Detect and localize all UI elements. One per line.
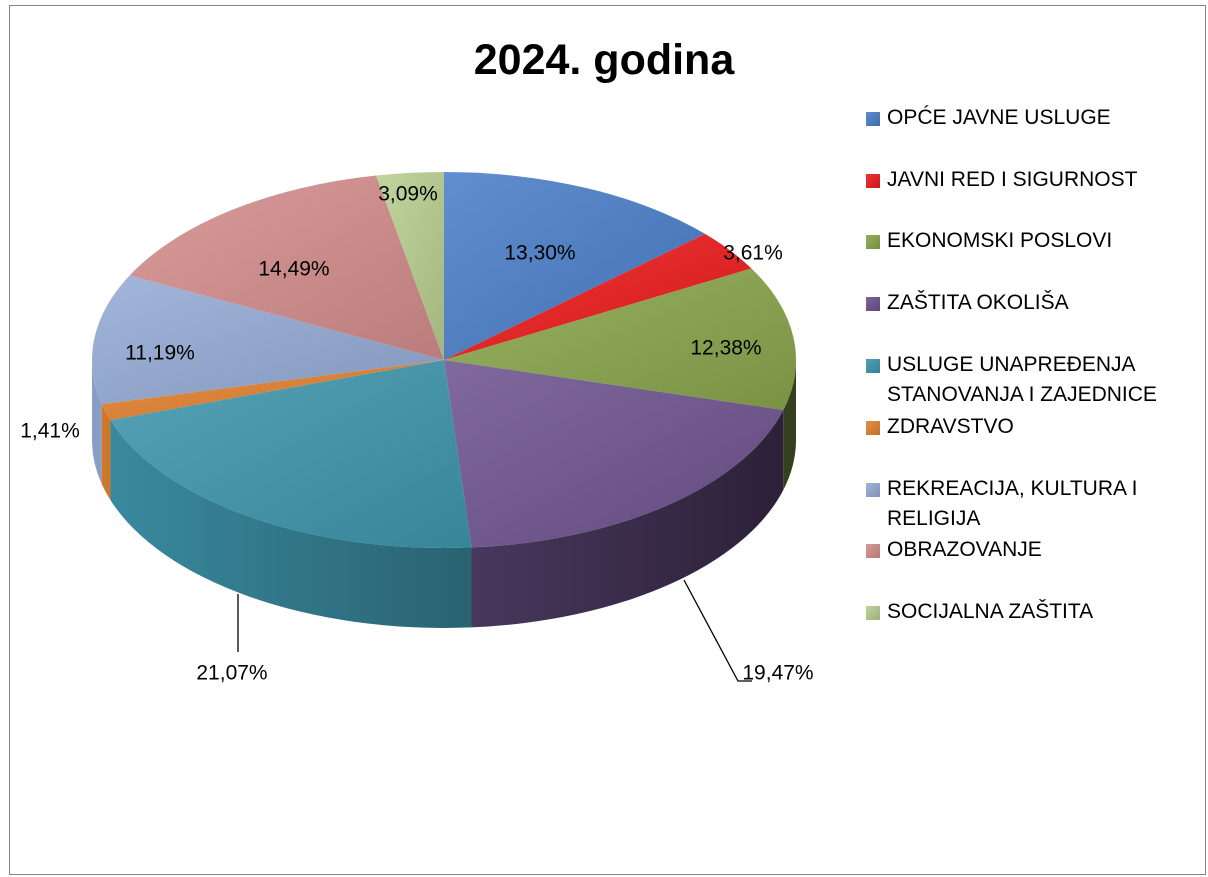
pie-slice-javni-red-i-sigurnost <box>444 233 752 360</box>
pie-side-usluge-unapredenja-stanovanja-i-zajednice <box>110 420 472 628</box>
pie-side-ekonomski-poslovi <box>783 360 796 491</box>
legend-label: REKREACIJA, KULTURA I RELIGIJA <box>887 477 1138 530</box>
pie-slice-zdravstvo <box>101 360 444 421</box>
data-label-zastita-okolisa: 19,47% <box>742 662 813 685</box>
legend-swatch <box>866 544 880 558</box>
legend-label: OBRAZOVANJE <box>887 538 1042 561</box>
legend-swatch <box>866 235 880 249</box>
leader-line-zastita-okolisa <box>683 579 752 682</box>
pie-slice-ekonomski-poslovi <box>444 268 796 411</box>
pie-side-zdravstvo <box>101 404 111 501</box>
pie-slice-opce-javne-usluge <box>444 172 706 360</box>
data-label-obrazovanje: 14,49% <box>258 258 329 281</box>
data-label-opce-javne-usluge: 13,30% <box>504 242 575 265</box>
legend-label: ZDRAVSTVO <box>887 415 1014 438</box>
legend-swatch <box>866 174 880 188</box>
legend-label: JAVNI RED I SIGURNOST <box>887 168 1138 191</box>
pie-slice-usluge-unapredenja-stanovanja-i-zajednice <box>110 360 472 548</box>
data-label-socijalna-zastita: 3,09% <box>378 183 438 206</box>
legend-label: USLUGE UNAPREĐENJA STANOVANJA I ZAJEDNIC… <box>887 353 1157 406</box>
legend-swatch <box>866 297 880 311</box>
data-label-usluge-unapredenja-stanovanja-i-zajednice: 21,07% <box>196 662 267 685</box>
data-label-rekreacija-kultura-i-religija: 11,19% <box>125 342 195 365</box>
pie-slice-zastita-okolisa <box>444 360 784 548</box>
legend-label: EKONOMSKI POSLOVI <box>887 229 1113 252</box>
data-label-zdravstvo: 1,41% <box>20 420 80 443</box>
legend-swatch <box>866 112 880 126</box>
pie-slice-rekreacija-kultura-i-religija <box>91 275 444 405</box>
legend-swatch <box>866 359 880 373</box>
chart-title: 2024. godina <box>473 36 735 84</box>
legend-swatch <box>866 606 880 620</box>
data-label-ekonomski-poslovi: 12,38% <box>690 337 761 360</box>
legend-label: ZAŠTITA OKOLIŠA <box>887 291 1069 314</box>
pie-side-zastita-okolisa <box>471 410 784 628</box>
legend-label: OPĆE JAVNE USLUGE <box>887 106 1111 129</box>
pie-side-rekreacija-kultura-i-religija <box>92 360 102 485</box>
pie-slice-obrazovanje <box>129 175 445 360</box>
pie-slice-socijalna-zastita <box>376 172 444 360</box>
legend-swatch <box>866 483 880 497</box>
data-label-javni-red-i-sigurnost: 3,61% <box>723 242 783 265</box>
legend-swatch <box>866 421 880 435</box>
legend-label: SOCIJALNA ZAŠTITA <box>887 600 1094 623</box>
